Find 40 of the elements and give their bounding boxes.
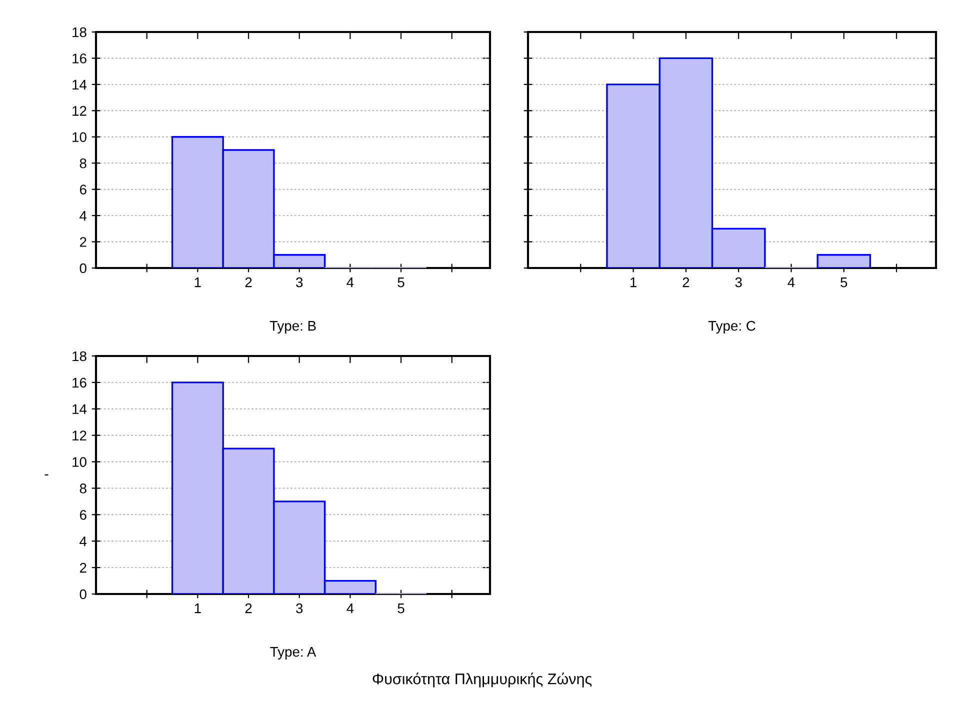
y-tick-label: 18 [72,351,86,362]
y-tick-label: 2 [80,237,86,247]
x-tick-label: 1 [194,278,201,288]
x-tick-label: 4 [346,604,354,614]
y-tick-label: 0 [80,263,86,274]
x-axis-title: Type: A [270,647,316,660]
x-axis-title: Type: C [708,320,756,334]
y-tick-label: 6 [80,510,86,520]
y-tick-label: 12 [72,106,86,116]
x-tick-label: 5 [840,278,848,288]
y-tick-label: 14 [72,404,87,414]
y-axis-title: - [44,474,48,476]
y-tick-label: 10 [72,132,86,142]
y-tick-label: 8 [80,484,86,494]
text: Φυσικότητα Πλημμυρικής Ζώνης [372,672,592,688]
x-tick-label: 1 [630,278,636,288]
y-tick-label: 14 [72,80,87,90]
y-tick-label: 12 [72,430,86,440]
x-tick-label: 3 [735,277,742,288]
x-tick-label: 3 [296,603,303,614]
x-tick-label: 2 [682,277,690,288]
x-tick-label: 3 [296,277,303,288]
x-tick-label: 2 [245,603,252,614]
y-tick-label: 4 [80,536,87,546]
y-tick-label: 6 [80,184,86,195]
x-tick-label: 1 [194,604,201,614]
y-tick-label: 2 [80,562,86,573]
y-tick-label: 18 [72,27,86,38]
y-tick-label: 16 [72,54,86,64]
x-tick-label: 5 [398,604,404,614]
x-axis-title: Type: B [270,321,316,334]
y-tick-label: 4 [80,211,87,221]
y-tick-label: 0 [80,589,86,600]
y-tick-label: 10 [72,457,86,467]
y-tick-label: 16 [72,378,86,388]
x-tick-label: 2 [245,277,252,288]
x-tick-label: 5 [398,278,404,288]
x-tick-label: 4 [346,278,354,288]
x-tick-label: 4 [788,278,795,288]
y-tick-label: 8 [80,158,86,168]
